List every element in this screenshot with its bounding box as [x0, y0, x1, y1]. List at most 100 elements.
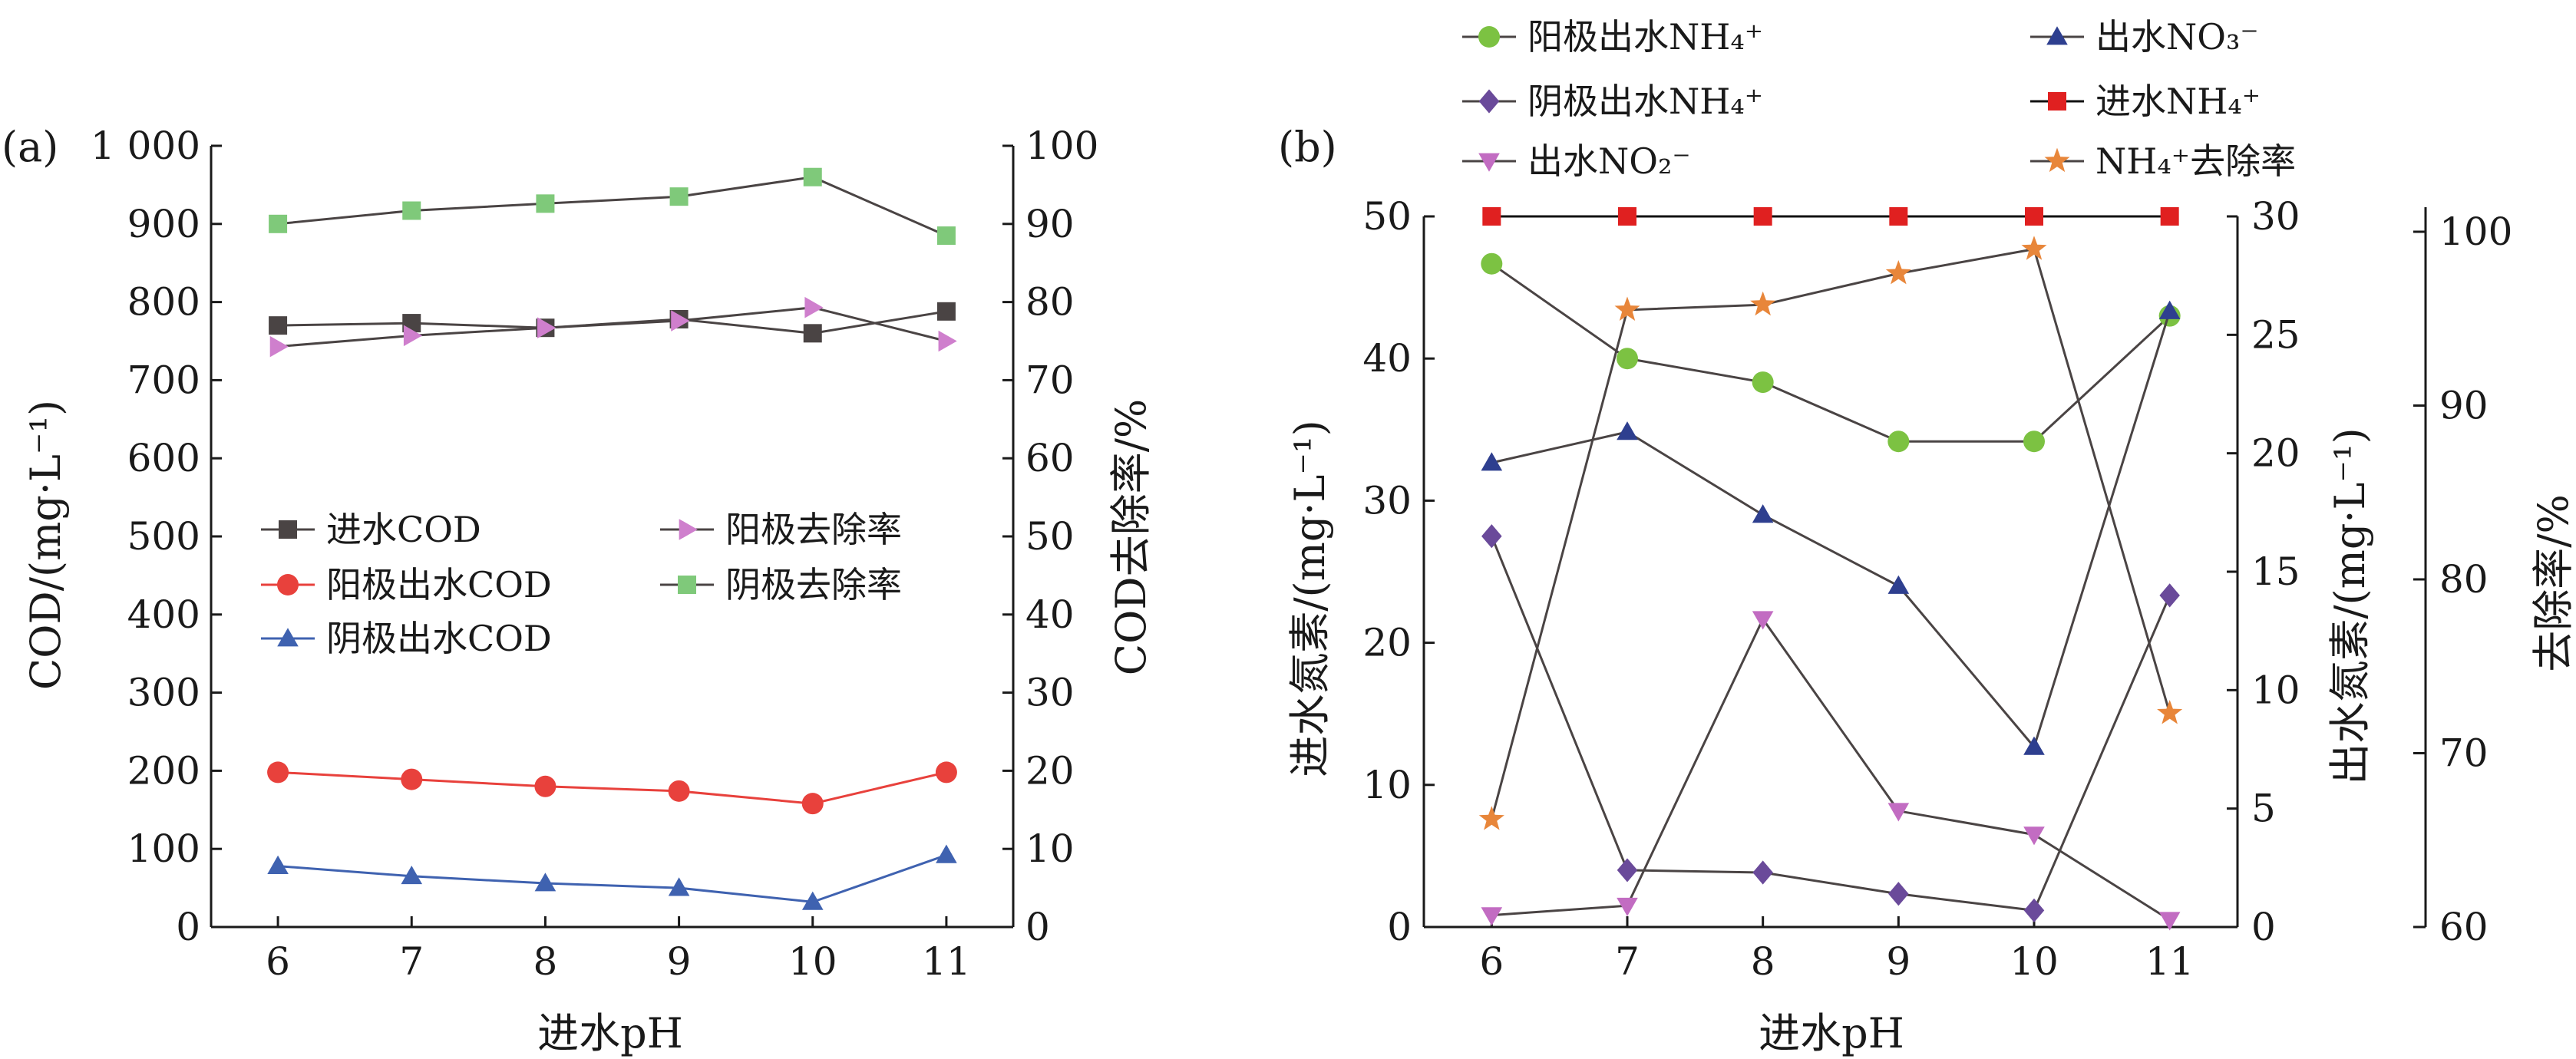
y-axis-label-b: 进水氮素/(mg·L⁻¹) [1286, 420, 1334, 777]
data-point-b [1887, 431, 1910, 453]
legend-b: 阳极出水NH₄⁺ 出水NO₃⁻ 阴极出水NH₄⁺ 进水NH₄⁺ 出水NO₂⁻ NH₄⁺去除… [1462, 16, 2296, 182]
series-line-a [278, 770, 947, 805]
y-tick-label-b: 10 [1362, 763, 1412, 807]
series-line-b [1491, 262, 2171, 443]
y-tick-label-a: 0 [176, 905, 200, 949]
data-point-b [1750, 291, 1776, 316]
data-point-b [1617, 348, 1638, 370]
y-tick-label-a: 800 [127, 280, 200, 325]
data-point-b [1889, 207, 1908, 226]
y2-tick-label-a: 90 [1025, 202, 1075, 246]
chart-panel-a: (a) 0 100 200 300 400 500 600 700 800 900 1 000 0 10… [2, 123, 1155, 1057]
legend-item-b: 出水NO₂⁻ [1462, 140, 1691, 182]
data-point-a [401, 866, 423, 885]
legend-item-b: NH₄⁺去除率 [2030, 140, 2296, 182]
series-line-b [1491, 311, 2171, 750]
y3-axis-label-b: 去除率/% [2529, 494, 2576, 672]
data-point-a [668, 877, 690, 896]
y2-tick-label-a: 20 [1025, 748, 1075, 793]
x-tick-label-b: 10 [2010, 939, 2059, 984]
y3-tick-label-b: 80 [2439, 557, 2488, 602]
legend-item-a: 阴极出水COD [261, 618, 552, 659]
data-point-b [1482, 207, 1501, 226]
legend-marker-a [277, 628, 299, 647]
y-tick-label-a: 200 [127, 748, 200, 793]
panel-label-a: (a) [2, 123, 58, 171]
legend-marker-a [277, 574, 299, 595]
series-line-b [1490, 247, 2171, 820]
data-point-a [534, 873, 556, 892]
x-tick-label-a: 7 [399, 939, 424, 984]
x-tick-label-a: 6 [266, 939, 290, 984]
data-point-b [2023, 826, 2045, 846]
x-tick-label-b: 6 [1479, 939, 1504, 984]
series-line-a [277, 306, 947, 348]
y-tick-label-b: 20 [1362, 621, 1412, 665]
data-point-a [936, 302, 956, 321]
series-line-b [1491, 616, 2171, 921]
series-b [1478, 207, 2183, 931]
legend-label-b: NH₄⁺去除率 [2095, 140, 2296, 182]
axes-b [1422, 207, 2427, 929]
data-point-a [803, 167, 822, 186]
data-point-b [1481, 252, 1503, 275]
series-a-2 [267, 844, 957, 910]
legend-item-b: 阴极出水NH₄⁺ [1462, 81, 1763, 122]
data-point-b [1753, 207, 1772, 226]
data-point-a [401, 768, 423, 790]
series-b-4 [1481, 611, 2181, 931]
legend-marker-b [1478, 26, 1500, 48]
legend-marker-a [678, 576, 696, 594]
data-point-b [2023, 898, 2045, 922]
data-point-b [1887, 575, 1910, 594]
data-point-a [267, 761, 289, 784]
data-point-a [804, 296, 824, 318]
data-point-b [1752, 504, 1774, 523]
data-point-b [2023, 431, 2045, 453]
x-axis-label-a: 进水pH [537, 1009, 683, 1057]
x-tick-label-a: 8 [533, 939, 558, 984]
y2-tick-label-b: 5 [2251, 787, 2276, 831]
y2-tick-label-b: 25 [2251, 312, 2300, 357]
y2-tick-label-b: 0 [2251, 905, 2276, 949]
series-a-4 [269, 167, 956, 246]
data-point-a [936, 844, 957, 863]
data-point-a [801, 793, 824, 815]
y2-tick-label-a: 0 [1025, 905, 1050, 949]
data-point-b [1481, 452, 1503, 471]
axes-a [210, 144, 1015, 929]
x-tick-label-a: 9 [667, 939, 692, 984]
data-point-b [1752, 611, 1774, 630]
legend-label-b: 阴极出水NH₄⁺ [1527, 81, 1763, 122]
series-line-a [277, 853, 947, 903]
data-point-b [1885, 260, 1911, 285]
data-point-b [1617, 421, 1638, 440]
chart-panel-b: (b) 0 10 20 30 40 50 0 5 10 15 20 25 30 60 70 80 90 100 6 7… [1278, 16, 2576, 1057]
series-line-a [278, 310, 947, 335]
series-b-1 [1481, 300, 2181, 755]
data-point-b [2160, 207, 2179, 226]
data-point-b [2159, 583, 2180, 608]
y-tick-label-a: 400 [127, 592, 200, 637]
series-b-2 [1481, 524, 2180, 922]
y3-tick-label-b: 70 [2439, 731, 2488, 776]
data-point-b [1887, 803, 1910, 822]
legend-label-a: 阴极出水COD [326, 618, 552, 659]
y2-tick-label-b: 10 [2251, 668, 2300, 712]
y-tick-label-a: 600 [127, 436, 200, 480]
y-tick-label-a: 1 000 [91, 124, 200, 168]
y2-tick-label-a: 30 [1025, 671, 1075, 715]
tick-labels-b: 0 10 20 30 40 50 0 5 10 15 20 25 30 60 70 80 90 100 6 7 8 9 10… [1362, 194, 2512, 984]
data-point-a [269, 316, 288, 335]
data-point-b [1752, 860, 1773, 885]
y2-tick-label-b: 15 [2251, 549, 2300, 594]
legend-label-b: 阳极出水NH₄⁺ [1527, 16, 1763, 58]
series-line-a [277, 176, 947, 237]
data-point-a [801, 891, 824, 910]
data-point-b [2021, 236, 2047, 260]
series-a-3 [269, 296, 957, 358]
legend-label-a: 阴极去除率 [725, 564, 902, 605]
data-point-a [669, 187, 689, 206]
